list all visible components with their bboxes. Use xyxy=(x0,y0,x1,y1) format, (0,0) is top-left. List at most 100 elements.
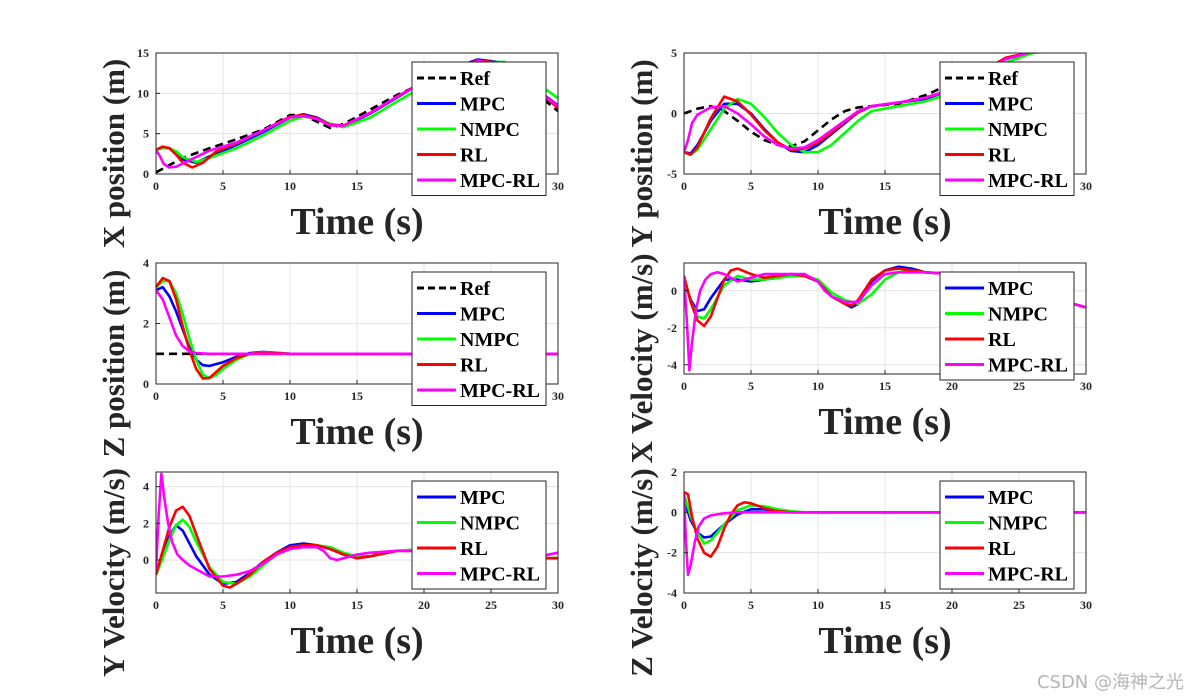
series-group xyxy=(156,276,558,380)
y-axis-label: Y position (m) xyxy=(624,59,659,247)
x-tick-label: 30 xyxy=(1080,598,1092,612)
legend-box xyxy=(411,61,547,196)
y-tick-label: 2 xyxy=(143,516,149,530)
x-tick-label: 30 xyxy=(552,389,564,403)
x-axis-label: Time (s) xyxy=(290,201,423,243)
legend-label-ref: Ref xyxy=(988,68,1018,90)
x-tick-label: 30 xyxy=(552,179,564,193)
series-line-mpc-rl xyxy=(156,289,558,356)
legend-label-mpc-rl: MPC-RL xyxy=(988,564,1068,586)
x-tick-label: 5 xyxy=(220,389,226,403)
y-axis-label: Y Velocity (m/s) xyxy=(96,468,131,677)
y-tick-label: 0 xyxy=(143,553,149,567)
chart-panel-1: 051015202530051015Time (s)X position (m)… xyxy=(96,46,564,248)
x-tick-label: 5 xyxy=(220,598,226,612)
x-axis-label: Time (s) xyxy=(290,620,423,662)
x-tick-label: 10 xyxy=(284,389,296,403)
x-tick-label: 5 xyxy=(748,179,754,193)
x-tick-label: 0 xyxy=(153,598,159,612)
y-tick-label: -2 xyxy=(667,546,677,560)
y-tick-label: -2 xyxy=(667,321,677,335)
legend-box xyxy=(939,480,1075,590)
x-tick-label: 10 xyxy=(284,598,296,612)
x-axis-label: Time (s) xyxy=(818,401,951,443)
chart-panel-6: 0 5 10 15 20 25 30 -4 -2 0 2 Time (s) Z Velocity (m/… xyxy=(624,465,1092,677)
x-tick-label: 20 xyxy=(946,598,958,612)
y-tick-label: 4 xyxy=(143,480,149,494)
x-tick-label: 15 xyxy=(879,179,891,193)
y-tick-label: -4 xyxy=(667,586,677,600)
x-tick-label: 10 xyxy=(812,179,824,193)
x-axis-label: Time (s) xyxy=(818,620,951,662)
x-tick-label: 5 xyxy=(748,379,754,393)
y-tick-label: 0 xyxy=(671,505,677,519)
x-tick-label: 10 xyxy=(284,179,296,193)
y-tick-label: 5 xyxy=(671,46,677,60)
x-tick-label: 15 xyxy=(351,598,363,612)
x-tick-label: 15 xyxy=(351,179,363,193)
x-tick-label: 5 xyxy=(748,598,754,612)
x-tick-label: 25 xyxy=(1013,598,1025,612)
legend-label-mpc-rl: MPC-RL xyxy=(988,170,1068,192)
x-tick-label: 10 xyxy=(812,598,824,612)
legend-label-nmpc: NMPC xyxy=(460,119,520,141)
x-tick-label: 30 xyxy=(1080,379,1092,393)
y-axis-label: X Velocity (m/s) xyxy=(624,253,659,463)
legend-label-mpc-rl: MPC-RL xyxy=(460,170,540,192)
y-tick-label: 0 xyxy=(143,167,149,181)
x-tick-label: 20 xyxy=(946,379,958,393)
legend-label-rl: RL xyxy=(460,145,488,167)
y-tick-label: -4 xyxy=(667,358,677,372)
legend-label-ref: Ref xyxy=(460,278,490,300)
legend-label-rl: RL xyxy=(988,329,1016,351)
series-line-ref xyxy=(684,53,1040,148)
legend-box xyxy=(411,480,547,590)
x-tick-label: 0 xyxy=(153,389,159,403)
y-axis-label: Z position (m) xyxy=(96,270,131,458)
x-tick-label: 15 xyxy=(351,389,363,403)
y-tick-label: 10 xyxy=(137,86,149,100)
legend: MPC NMPC RL MPC-RL xyxy=(939,271,1075,381)
legend-label-mpc-rl: MPC-RL xyxy=(988,355,1068,377)
legend-label-rl: RL xyxy=(988,538,1016,560)
legend: Ref MPC NMPC RL MPC-RL xyxy=(939,61,1075,196)
y-tick-label: 2 xyxy=(143,317,149,331)
y-tick-label: 5 xyxy=(143,127,149,141)
x-tick-label: 15 xyxy=(879,379,891,393)
legend-label-mpc-rl: MPC-RL xyxy=(460,564,540,586)
y-tick-label: 15 xyxy=(137,46,149,60)
x-tick-label: 10 xyxy=(812,379,824,393)
x-tick-label: 20 xyxy=(418,598,430,612)
x-tick-label: 0 xyxy=(681,598,687,612)
legend-label-mpc: MPC xyxy=(460,304,506,326)
legend-label-rl: RL xyxy=(460,538,488,560)
x-tick-label: 15 xyxy=(879,598,891,612)
legend-box xyxy=(939,271,1075,381)
series-line-mpc-rl xyxy=(684,494,1086,577)
legend-label-nmpc: NMPC xyxy=(988,119,1048,141)
x-tick-label: 30 xyxy=(1080,179,1092,193)
legend-label-mpc: MPC xyxy=(988,487,1034,509)
y-tick-label: 0 xyxy=(671,284,677,298)
chart-panel-4: 0 5 10 15 20 25 30 -4 -2 0 Time (s) X Velocity (m/s… xyxy=(624,253,1092,463)
legend-label-nmpc: NMPC xyxy=(988,513,1048,535)
x-axis-label: Time (s) xyxy=(290,411,423,453)
legend-label-rl: RL xyxy=(988,145,1016,167)
legend-label-mpc-rl: MPC-RL xyxy=(460,380,540,402)
y-axis-label: Z Velocity (m/s) xyxy=(624,468,659,676)
legend: MPC NMPC RL MPC-RL xyxy=(939,480,1075,590)
x-tick-label: 5 xyxy=(220,179,226,193)
y-axis-label: X position (m) xyxy=(96,59,131,248)
y-tick-label: 4 xyxy=(143,256,149,270)
legend-label-mpc: MPC xyxy=(460,487,506,509)
legend: Ref MPC NMPC RL MPC-RL xyxy=(411,271,547,406)
watermark: CSDN @海神之光 xyxy=(1036,672,1184,693)
legend-label-mpc: MPC xyxy=(460,94,506,116)
x-tick-label: 25 xyxy=(485,598,497,612)
legend: MPC NMPC RL MPC-RL xyxy=(411,480,547,590)
x-axis-label: Time (s) xyxy=(818,201,951,243)
x-tick-label: 0 xyxy=(153,179,159,193)
y-tick-label: 0 xyxy=(143,377,149,391)
